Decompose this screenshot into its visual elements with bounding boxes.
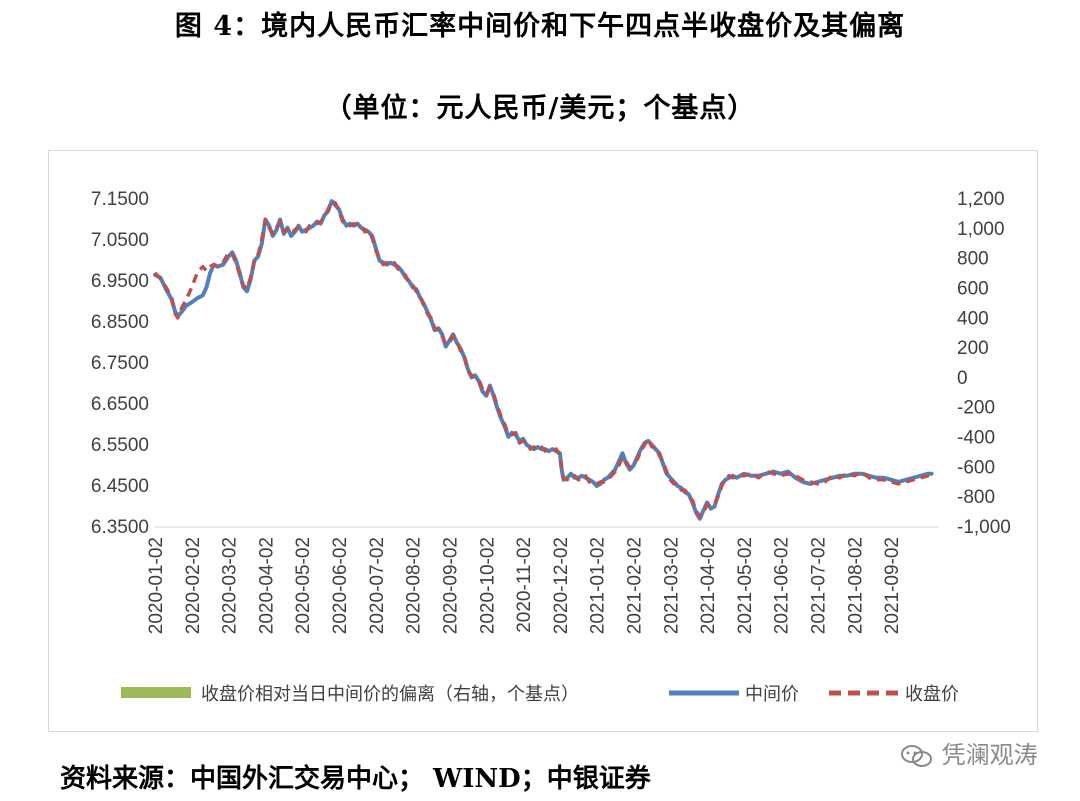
legend-swatch-bar xyxy=(121,687,191,698)
legend-label: 收盘价 xyxy=(905,684,959,705)
right-tick-label: -600 xyxy=(957,457,995,478)
x-tick-label: 2020-01-02 xyxy=(146,537,167,634)
left-tick-label: 6.4500 xyxy=(91,476,149,497)
x-tick-label: 2020-05-02 xyxy=(293,537,314,634)
right-axis-ticks: 1,200 1,000 800 600 400 200 0 -200 -400 -600 -800 -… xyxy=(957,189,1011,538)
x-tick-label: 2021-07-02 xyxy=(809,537,830,634)
chart-area: 7.1500 7.0500 6.9500 6.8500 6.7500 6.6500 6.55… xyxy=(48,150,1038,732)
watermark-text: 凭澜观涛 xyxy=(941,741,1038,769)
x-tick-label: 2020-07-02 xyxy=(367,537,388,634)
x-axis-ticks: 2020-01-02 2020-02-02 2020-03-02 2020-04-02… xyxy=(146,537,903,634)
left-tick-label: 6.5500 xyxy=(91,435,149,456)
right-tick-label: -400 xyxy=(957,428,995,449)
right-tick-label: -1,000 xyxy=(957,517,1011,538)
right-tick-label: 0 xyxy=(957,368,968,389)
right-tick-label: 600 xyxy=(957,278,989,299)
right-tick-label: 1,000 xyxy=(957,219,1005,240)
left-tick-label: 6.6500 xyxy=(91,394,149,415)
right-tick-label: 400 xyxy=(957,308,989,329)
x-tick-label: 2021-01-02 xyxy=(588,537,609,634)
chart-svg: 7.1500 7.0500 6.9500 6.8500 6.7500 6.6500 6.55… xyxy=(91,189,1011,705)
left-axis-ticks: 7.1500 7.0500 6.9500 6.8500 6.7500 6.6500 6.55… xyxy=(91,189,149,538)
x-tick-label: 2020-03-02 xyxy=(220,537,241,634)
chart-title: 图 4：境内人民币汇率中间价和下午四点半收盘价及其偏离 xyxy=(174,11,906,42)
right-tick-label: -200 xyxy=(957,398,995,419)
left-tick-label: 6.7500 xyxy=(91,353,149,374)
chart-subtitle: （单位：元人民币/美元；个基点） xyxy=(324,93,756,124)
x-tick-label: 2020-02-02 xyxy=(183,537,204,634)
watermark: 凭澜观涛 xyxy=(900,735,1038,770)
legend-label: 中间价 xyxy=(745,684,799,705)
x-tick-label: 2021-05-02 xyxy=(735,537,756,634)
left-tick-label: 7.1500 xyxy=(91,189,149,210)
x-tick-label: 2021-02-02 xyxy=(624,537,645,634)
left-tick-label: 7.0500 xyxy=(91,230,149,251)
x-tick-label: 2020-06-02 xyxy=(330,537,351,634)
x-tick-label: 2020-11-02 xyxy=(514,537,535,633)
legend-label: 收盘价相对当日中间价的偏离（右轴，个基点） xyxy=(201,684,579,705)
x-tick-label: 2020-09-02 xyxy=(440,537,461,634)
x-tick-label: 2020-08-02 xyxy=(404,537,425,634)
right-tick-label: 200 xyxy=(957,338,989,359)
x-tick-label: 2021-03-02 xyxy=(661,537,682,634)
right-tick-label: 800 xyxy=(957,249,989,270)
right-tick-label: 1,200 xyxy=(957,189,1005,210)
x-tick-label: 2021-08-02 xyxy=(845,537,866,634)
wechat-icon xyxy=(900,744,934,768)
source-note: 资料来源：中国外汇交易中心； WIND；中银证券 xyxy=(60,764,651,794)
x-tick-label: 2021-04-02 xyxy=(698,537,719,634)
left-tick-label: 6.9500 xyxy=(91,271,149,292)
plot-lines xyxy=(153,199,939,528)
left-tick-label: 6.3500 xyxy=(91,517,149,538)
x-tick-label: 2020-04-02 xyxy=(256,537,277,634)
x-tick-label: 2020-12-02 xyxy=(551,537,572,634)
left-tick-label: 6.8500 xyxy=(91,312,149,333)
x-tick-label: 2021-06-02 xyxy=(772,537,793,634)
series-line-1 xyxy=(153,199,934,521)
series-line-2 xyxy=(153,199,933,519)
right-tick-label: -800 xyxy=(957,487,995,508)
x-tick-label: 2020-10-02 xyxy=(477,537,498,634)
x-tick-label: 2021-09-02 xyxy=(882,537,903,634)
legend: 收盘价相对当日中间价的偏离（右轴，个基点） 中间价 收盘价 xyxy=(121,684,959,705)
